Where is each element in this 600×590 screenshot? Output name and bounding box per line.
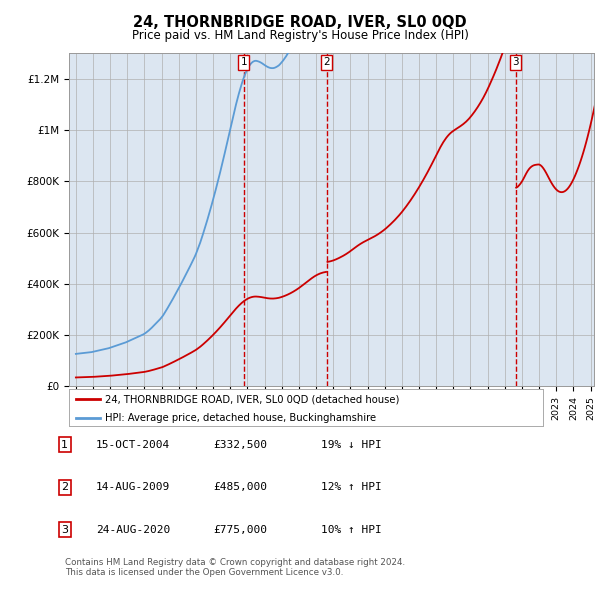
Text: £332,500: £332,500	[213, 440, 267, 450]
Text: 19% ↓ HPI: 19% ↓ HPI	[321, 440, 382, 450]
Text: 14-AUG-2009: 14-AUG-2009	[96, 483, 170, 492]
Text: 24, THORNBRIDGE ROAD, IVER, SL0 0QD: 24, THORNBRIDGE ROAD, IVER, SL0 0QD	[133, 15, 467, 30]
Text: 1: 1	[241, 57, 247, 67]
Text: 1: 1	[61, 440, 68, 450]
Text: Price paid vs. HM Land Registry's House Price Index (HPI): Price paid vs. HM Land Registry's House …	[131, 30, 469, 42]
Text: Contains HM Land Registry data © Crown copyright and database right 2024.
This d: Contains HM Land Registry data © Crown c…	[65, 558, 405, 577]
Text: 12% ↑ HPI: 12% ↑ HPI	[321, 483, 382, 492]
Text: 24, THORNBRIDGE ROAD, IVER, SL0 0QD (detached house): 24, THORNBRIDGE ROAD, IVER, SL0 0QD (det…	[104, 394, 399, 404]
Text: £775,000: £775,000	[213, 525, 267, 535]
Text: 3: 3	[61, 525, 68, 535]
Text: 3: 3	[512, 57, 519, 67]
Text: 15-OCT-2004: 15-OCT-2004	[96, 440, 170, 450]
Text: 10% ↑ HPI: 10% ↑ HPI	[321, 525, 382, 535]
Text: 2: 2	[323, 57, 330, 67]
Text: HPI: Average price, detached house, Buckinghamshire: HPI: Average price, detached house, Buck…	[104, 413, 376, 423]
Text: 24-AUG-2020: 24-AUG-2020	[96, 525, 170, 535]
Text: 2: 2	[61, 483, 68, 492]
Text: £485,000: £485,000	[213, 483, 267, 492]
